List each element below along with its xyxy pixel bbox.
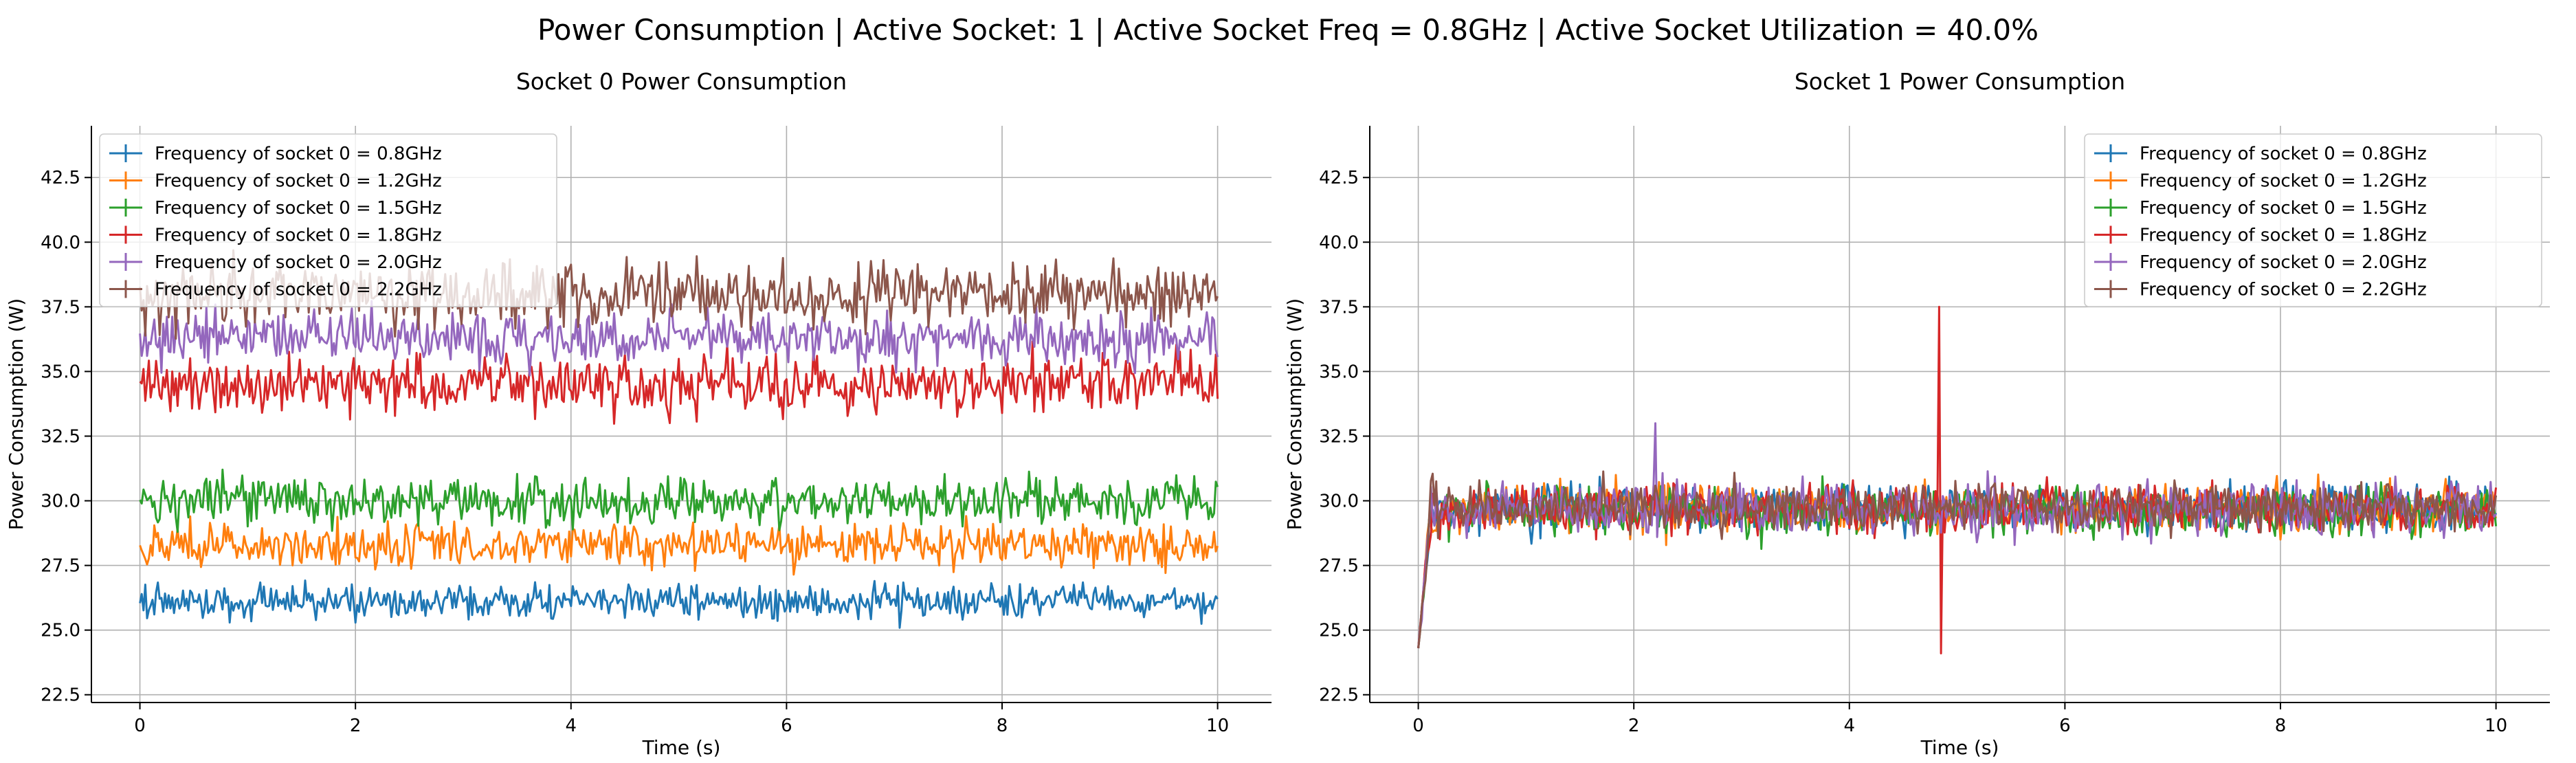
series-line [1417, 470, 2498, 649]
y-tick-label: 42.5 [1319, 168, 1359, 188]
legend-entry: Frequency of socket 0 = 2.2GHz [2140, 280, 2427, 300]
x-tick-label: 10 [2485, 716, 2507, 736]
y-tick-label: 40.0 [41, 232, 80, 253]
legend-entry: Frequency of socket 0 = 1.8GHz [155, 225, 442, 246]
x-tick-label: 2 [350, 716, 362, 736]
y-tick-label: 25.0 [1319, 621, 1359, 641]
y-axis-label: Power Consumption (W) [5, 298, 27, 530]
legend-entry: Frequency of socket 0 = 1.5GHz [155, 198, 442, 219]
y-tick-label: 32.5 [41, 426, 80, 447]
y-tick-label: 25.0 [41, 621, 80, 641]
x-axis-label: Time (s) [642, 736, 721, 759]
series-line [1417, 422, 2497, 649]
series-line [139, 300, 1219, 377]
chart-title: Socket 1 Power Consumption [1795, 68, 2125, 95]
x-tick-label: 6 [781, 716, 792, 736]
y-tick-label: 37.5 [1319, 297, 1359, 318]
x-tick-label: 8 [997, 716, 1008, 736]
y-tick-label: 37.5 [41, 297, 80, 318]
y-tick-label: 22.5 [41, 685, 80, 706]
y-tick-label: 35.0 [41, 362, 80, 382]
x-tick-label: 4 [566, 716, 577, 736]
series-line [1417, 305, 2498, 654]
legend-box [99, 133, 557, 307]
y-tick-label: 30.0 [41, 491, 80, 512]
series-line [139, 340, 1219, 425]
x-tick-label: 6 [2059, 716, 2071, 736]
legend-entry: Frequency of socket 0 = 1.8GHz [2140, 225, 2427, 246]
chart-title: Socket 0 Power Consumption [516, 68, 847, 95]
x-tick-label: 0 [1412, 716, 1424, 736]
x-tick-label: 8 [2275, 716, 2287, 736]
legend-box [2084, 133, 2542, 307]
legend: Frequency of socket 0 = 0.8GHz Frequency … [2084, 133, 2542, 307]
series-line [139, 515, 1219, 576]
legend-entry: Frequency of socket 0 = 0.8GHz [155, 144, 442, 164]
y-tick-label: 30.0 [1319, 491, 1359, 512]
legend-entry: Frequency of socket 0 = 1.2GHz [155, 171, 442, 192]
legend: Frequency of socket 0 = 0.8GHz Frequency … [99, 133, 557, 307]
x-tick-label: 4 [1844, 716, 1856, 736]
socket-1-power-chart: Socket 1 Power Consumption 0 2 4 6 8 10 22.5 25.… [1283, 68, 2550, 759]
legend-entry: Frequency of socket 0 = 2.0GHz [2140, 252, 2427, 273]
y-tick-label: 22.5 [1319, 685, 1359, 706]
series-line [139, 468, 1219, 533]
y-tick-label: 32.5 [1319, 426, 1359, 447]
legend-entry: Frequency of socket 0 = 2.0GHz [155, 252, 442, 273]
figure-suptitle: Power Consumption | Active Socket: 1 | A… [537, 13, 2039, 47]
y-tick-label: 27.5 [1319, 556, 1359, 577]
series-line [139, 249, 1219, 340]
y-tick-label: 40.0 [1319, 232, 1359, 253]
y-axis-label: Power Consumption (W) [1283, 298, 1306, 530]
socket-0-power-chart: Socket 0 Power Consumption 0 2 4 6 8 10 22.5 25.… [5, 68, 1272, 759]
x-axis-label: Time (s) [1920, 736, 1999, 759]
y-tick-label: 35.0 [1319, 362, 1359, 382]
series-line [139, 579, 1219, 629]
x-tick-label: 10 [1206, 716, 1229, 736]
legend-entry: Frequency of socket 0 = 2.2GHz [155, 280, 442, 300]
y-tick-label: 42.5 [41, 168, 80, 188]
legend-entry: Frequency of socket 0 = 1.5GHz [2140, 198, 2427, 219]
y-tick-label: 27.5 [41, 556, 80, 577]
legend-entry: Frequency of socket 0 = 1.2GHz [2140, 171, 2427, 192]
x-tick-label: 2 [1628, 716, 1640, 736]
x-tick-label: 0 [134, 716, 146, 736]
legend-entry: Frequency of socket 0 = 0.8GHz [2140, 144, 2427, 164]
